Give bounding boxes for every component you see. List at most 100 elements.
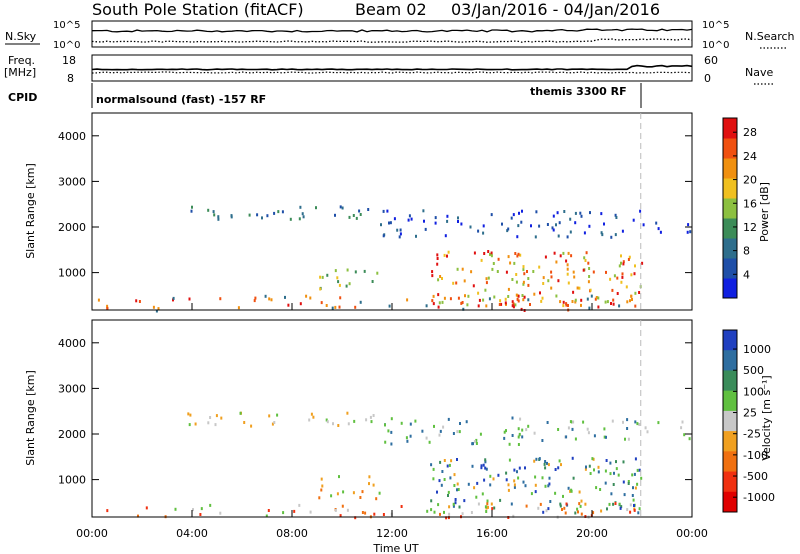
range-gate-cell — [261, 216, 263, 220]
range-gate-cell — [624, 437, 626, 441]
range-gate-cell — [523, 272, 526, 276]
range-gate-cell — [325, 418, 328, 422]
range-gate-cell — [613, 471, 615, 475]
range-gate-cell — [432, 302, 435, 306]
y-tick-label: 3000 — [58, 382, 86, 395]
range-gate-cell — [631, 494, 634, 497]
range-gate-cell — [490, 251, 493, 255]
colorbar-segment — [723, 118, 737, 139]
range-gate-cell — [337, 280, 340, 284]
colorbar-tick-label: 25 — [743, 407, 757, 420]
range-gate-cell — [591, 457, 594, 461]
range-gate-cell — [584, 259, 587, 262]
range-gate-cell — [567, 426, 570, 430]
power-y-axis: 1000 2000 3000 4000 — [58, 130, 692, 280]
range-gate-cell — [553, 251, 556, 255]
range-gate-cell — [527, 424, 530, 428]
range-gate-cell — [368, 475, 371, 479]
range-gate-cell — [207, 208, 210, 212]
range-gate-cell — [482, 231, 485, 235]
range-gate-cell — [535, 210, 538, 214]
colorbar-segment — [723, 158, 737, 179]
range-gate-cell — [533, 431, 536, 435]
range-gate-cell — [534, 490, 537, 494]
range-gate-cell — [353, 419, 356, 423]
range-gate-cell — [564, 511, 567, 515]
range-gate-cell — [544, 484, 547, 488]
range-gate-cell — [562, 300, 565, 304]
range-gate-cell — [309, 296, 312, 300]
range-gate-cell — [190, 209, 193, 213]
range-gate-cell — [608, 502, 611, 506]
colorbar-tick-label: 20 — [743, 174, 757, 187]
range-gate-cell — [580, 298, 583, 302]
range-gate-cell — [415, 234, 417, 238]
range-gate-cell — [321, 484, 324, 488]
range-gate-cell — [462, 307, 465, 311]
range-gate-cell — [513, 479, 516, 483]
range-gate-cell — [638, 423, 641, 426]
range-gate-cell — [513, 468, 516, 472]
range-gate-cell — [512, 514, 515, 518]
range-gate-cell — [436, 253, 439, 257]
range-gate-cell — [369, 415, 372, 419]
x-tick-label: 16:00 — [476, 527, 508, 540]
range-gate-cell — [299, 205, 302, 209]
range-gate-cell — [547, 279, 550, 283]
colorbar-segment — [723, 138, 737, 159]
range-gate-cell — [187, 412, 190, 416]
range-gate-cell — [354, 305, 357, 309]
range-gate-cell — [254, 296, 257, 300]
range-gate-cell — [572, 420, 575, 424]
range-gate-cell — [567, 304, 569, 307]
range-gate-cell — [503, 430, 506, 434]
range-gate-cell — [592, 511, 595, 515]
range-gate-cell — [535, 457, 538, 461]
range-gate-cell — [641, 261, 644, 265]
range-gate-cell — [565, 259, 568, 263]
range-gate-cell — [463, 499, 466, 503]
range-gate-cell — [212, 210, 215, 214]
x-tick-label: 08:00 — [276, 527, 308, 540]
range-gate-cell — [522, 480, 525, 484]
range-gate-cell — [384, 423, 386, 427]
range-gate-cell — [510, 216, 513, 220]
range-gate-cell — [577, 510, 579, 514]
range-gate-cell — [516, 470, 518, 474]
range-gate-cell — [106, 306, 109, 310]
range-gate-cell — [172, 296, 175, 300]
range-gate-cell — [557, 428, 560, 431]
range-gate-cell — [318, 496, 321, 500]
range-gate-cell — [585, 251, 588, 255]
range-gate-cell — [346, 268, 349, 272]
range-gate-cell — [548, 476, 551, 480]
range-gate-cell — [547, 463, 550, 467]
range-gate-cell — [237, 306, 240, 310]
range-gate-cell — [452, 504, 455, 508]
range-gate-cell — [447, 494, 449, 497]
range-gate-cell — [609, 472, 612, 476]
range-gate-cell — [475, 495, 478, 499]
range-gate-cell — [620, 254, 622, 258]
range-gate-cell — [606, 507, 608, 511]
range-gate-cell — [534, 475, 537, 479]
range-gate-cell — [447, 250, 450, 254]
range-gate-cell — [565, 303, 568, 307]
range-gate-cell — [642, 223, 645, 227]
range-gate-cell — [588, 464, 591, 468]
range-gate-cell — [566, 272, 569, 276]
noise-tick-left-bottom: 10^0 — [53, 40, 80, 51]
range-gate-cell — [473, 440, 476, 444]
range-gate-cell — [634, 264, 636, 268]
range-gate-cell — [485, 467, 488, 471]
range-gate-cell — [522, 298, 525, 302]
range-gate-cell — [527, 277, 530, 280]
range-gate-cell — [589, 211, 591, 215]
range-gate-cell — [518, 211, 520, 215]
range-gate-cell — [312, 415, 315, 419]
range-gate-cell — [604, 469, 607, 473]
range-gate-cell — [320, 301, 323, 305]
range-gate-cell — [567, 281, 570, 285]
range-gate-cell — [534, 483, 537, 487]
range-gate-cell — [439, 460, 442, 464]
